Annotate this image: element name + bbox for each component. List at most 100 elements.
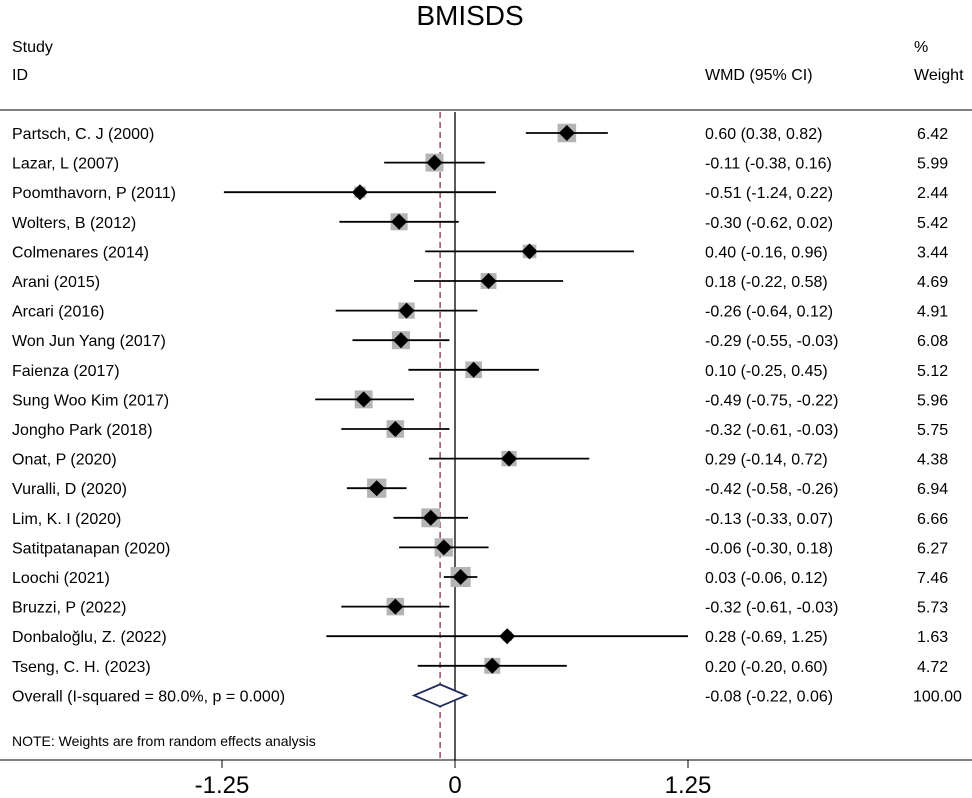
study-label: Lazar, L (2007): [12, 156, 119, 173]
study-row: Arani (2015) 0.18 (-0.22, 0.58) 4.69: [12, 273, 948, 291]
study-label: Partsch, C. J (2000): [12, 126, 154, 143]
study-label: Colmenares (2014): [12, 244, 149, 261]
weight-text: 6.66: [917, 511, 948, 528]
study-row: Loochi (2021) 0.03 (-0.06, 0.12) 7.46: [12, 567, 948, 587]
point-estimate: [480, 273, 497, 289]
header-weight-percent: %: [914, 39, 928, 56]
study-row: Bruzzi, P (2022) -0.32 (-0.61, -0.03) 5.73: [12, 597, 948, 617]
weight-text: 6.27: [917, 540, 948, 557]
point-estimate: [391, 213, 408, 230]
study-label: Tseng, C. H. (2023): [12, 659, 151, 676]
ci-text: 0.60 (0.38, 0.82): [705, 126, 822, 143]
study-row: Vuralli, D (2020) -0.42 (-0.58, -0.26) 6.9…: [12, 478, 948, 498]
ci-text: -0.42 (-0.58, -0.26): [705, 481, 838, 498]
point-estimate: [392, 332, 409, 349]
point-estimate: [422, 509, 439, 526]
point-estimate: [426, 154, 443, 171]
header-weight: Weight: [914, 67, 964, 84]
weight-text: 1.63: [917, 629, 948, 646]
overall-diamond: [411, 683, 469, 708]
ci-text: -0.32 (-0.61, -0.03): [705, 600, 838, 617]
study-row: Poomthavorn, P (2011) -0.51 (-1.24, 0.22)…: [12, 184, 948, 202]
study-row: Donbaloğlu, Z. (2022) 0.28 (-0.69, 1.25) 1…: [12, 628, 948, 646]
weights-note: NOTE: Weights are from random effects an…: [12, 733, 316, 749]
study-row: Tseng, C. H. (2023) 0.20 (-0.20, 0.60) 4.7…: [12, 657, 948, 676]
weight-text: 3.44: [917, 244, 948, 261]
study-row: Lazar, L (2007) -0.11 (-0.38, 0.16) 5.99: [12, 153, 948, 173]
ci-text: -0.06 (-0.30, 0.18): [705, 540, 833, 557]
point-estimate: [452, 569, 469, 585]
ci-text: -0.11 (-0.38, 0.16): [705, 156, 832, 173]
point-estimate: [521, 243, 538, 260]
header-study: Study: [12, 39, 53, 56]
ci-text: -0.32 (-0.61, -0.03): [705, 422, 838, 439]
study-label: Wolters, B (2012): [12, 215, 136, 232]
weight-text: 4.72: [917, 659, 948, 676]
study-label: Lim, K. I (2020): [12, 511, 121, 528]
ci-text: 0.29 (-0.14, 0.72): [705, 452, 828, 469]
weight-text: 4.69: [917, 274, 948, 291]
weight-text: 5.99: [917, 156, 948, 173]
ci-text: -0.13 (-0.33, 0.07): [705, 511, 833, 528]
ci-text: 0.10 (-0.25, 0.45): [705, 363, 828, 380]
study-label: Donbaloğlu, Z. (2022): [12, 629, 167, 646]
study-row: Partsch, C. J (2000) 0.60 (0.38, 0.82) 6.4…: [12, 123, 948, 143]
point-estimate: [484, 657, 501, 674]
ci-text: 0.40 (-0.16, 0.96): [705, 244, 828, 261]
weight-text: 6.94: [917, 481, 948, 498]
study-label: Poomthavorn, P (2011): [12, 185, 176, 202]
point-estimate: [435, 539, 452, 556]
study-label: Faienza (2017): [12, 363, 120, 380]
ci-text: 0.28 (-0.69, 1.25): [705, 629, 828, 646]
chart-title: BMISDS: [416, 0, 523, 31]
study-rows: Partsch, C. J (2000) 0.60 (0.38, 0.82) 6.4…: [12, 112, 962, 760]
header-effect: WMD (95% CI): [705, 67, 813, 84]
point-estimate: [398, 302, 415, 319]
ci-text: -0.30 (-0.62, 0.02): [705, 215, 833, 232]
study-row: Satitpatanapan (2020) -0.06 (-0.30, 0.18)…: [12, 538, 948, 557]
weight-text: 7.46: [917, 570, 948, 587]
weight-text: 5.42: [917, 215, 948, 232]
study-row: Wolters, B (2012) -0.30 (-0.62, 0.02) 5.42: [12, 213, 948, 232]
x-tick-label: 1.25: [665, 772, 712, 798]
study-row: Jongho Park (2018) -0.32 (-0.61, -0.03) 5.…: [12, 420, 948, 439]
study-row: Colmenares (2014) 0.40 (-0.16, 0.96) 3.44: [12, 243, 948, 261]
study-label: Sung Woo Kim (2017): [12, 392, 169, 409]
weight-text: 6.42: [917, 126, 948, 143]
study-row: Arcari (2016) -0.26 (-0.64, 0.12) 4.91: [12, 302, 948, 321]
overall-weight-text: 100.00: [913, 688, 962, 705]
x-tick-label: -1.25: [195, 772, 250, 798]
study-label: Jongho Park (2018): [12, 422, 153, 439]
ci-text: -0.51 (-1.24, 0.22): [705, 185, 833, 202]
study-label: Satitpatanapan (2020): [12, 540, 170, 557]
ci-text: -0.29 (-0.55, -0.03): [705, 333, 838, 350]
study-row: Sung Woo Kim (2017) -0.49 (-0.75, -0.22) 5…: [12, 390, 948, 409]
x-axis-ticks: -1.25 0 1.25: [195, 760, 712, 798]
weight-text: 5.73: [917, 600, 948, 617]
weight-text: 4.38: [917, 452, 948, 469]
weight-text: 6.08: [917, 333, 948, 350]
study-label: Arcari (2016): [12, 304, 104, 321]
ci-text: 0.03 (-0.06, 0.12): [705, 570, 828, 587]
overall-ci-text: -0.08 (-0.22, 0.06): [705, 688, 833, 705]
study-row: Faienza (2017) 0.10 (-0.25, 0.45) 5.12: [12, 361, 948, 380]
point-estimate: [499, 628, 516, 645]
overall-row: Overall (I-squared = 80.0%, p = 0.000) -0…: [12, 683, 962, 708]
study-label: Won Jun Yang (2017): [12, 333, 166, 350]
study-label: Onat, P (2020): [12, 452, 117, 469]
study-label: Bruzzi, P (2022): [12, 600, 126, 617]
point-estimate: [465, 361, 482, 378]
ci-text: 0.18 (-0.22, 0.58): [705, 274, 828, 291]
study-label: Loochi (2021): [12, 570, 110, 587]
overall-label: Overall (I-squared = 80.0%, p = 0.000): [12, 688, 285, 705]
study-row: Lim, K. I (2020) -0.13 (-0.33, 0.07) 6.66: [12, 508, 948, 528]
study-row: Won Jun Yang (2017) -0.29 (-0.55, -0.03) 6…: [12, 331, 948, 350]
point-estimate: [501, 450, 518, 467]
point-estimate: [387, 598, 404, 615]
point-estimate: [368, 480, 385, 497]
weight-text: 4.91: [917, 304, 948, 321]
point-estimate: [351, 184, 368, 201]
x-tick-label: 0: [448, 772, 461, 798]
weight-text: 2.44: [917, 185, 948, 202]
